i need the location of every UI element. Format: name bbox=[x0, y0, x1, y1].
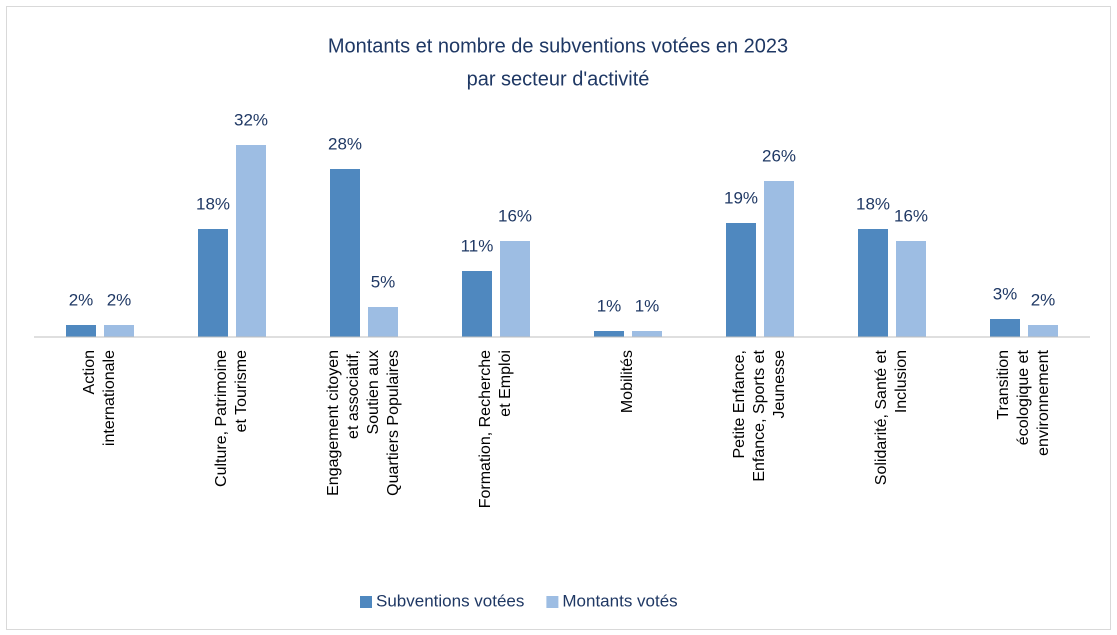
legend-label: Subventions votées bbox=[376, 591, 524, 610]
bar bbox=[858, 229, 888, 337]
x-tick-label: Mobilités bbox=[619, 350, 636, 413]
bar bbox=[896, 241, 926, 337]
data-label: 28% bbox=[328, 134, 362, 153]
data-label: 18% bbox=[856, 194, 890, 213]
bar bbox=[990, 319, 1020, 337]
bar bbox=[462, 271, 492, 337]
x-tick-label: Culture, Patrimoine et Tourisme bbox=[213, 350, 250, 487]
bar bbox=[104, 325, 134, 337]
data-label: 16% bbox=[894, 206, 928, 225]
bar bbox=[1028, 325, 1058, 337]
bar bbox=[594, 331, 624, 337]
legend-swatch bbox=[546, 596, 559, 608]
x-tick-label: Engagement citoyen et associatif, Soutien … bbox=[325, 350, 402, 496]
data-label: 26% bbox=[762, 146, 796, 165]
chart-subtitle: par secteur d'activité bbox=[467, 68, 650, 90]
legend-swatch bbox=[360, 596, 372, 608]
bar bbox=[500, 241, 530, 337]
data-label: 2% bbox=[69, 290, 94, 309]
bar bbox=[330, 169, 360, 337]
data-label: 18% bbox=[196, 194, 230, 213]
data-label: 2% bbox=[1031, 290, 1056, 309]
x-tick-label: Action internationale bbox=[81, 350, 118, 446]
data-label: 2% bbox=[107, 290, 132, 309]
x-tick-label: Solidarité, Santé et Inclusion bbox=[873, 349, 910, 485]
data-label: 16% bbox=[498, 206, 532, 225]
data-label: 19% bbox=[724, 188, 758, 207]
bar bbox=[198, 229, 228, 337]
bar bbox=[764, 181, 794, 337]
x-tick-label: Transition écologique et environnement bbox=[995, 349, 1052, 455]
chart-title: Montants et nombre de subventions votées… bbox=[328, 35, 788, 57]
bar bbox=[726, 223, 756, 337]
chart-frame bbox=[6, 6, 1111, 630]
bar bbox=[236, 145, 266, 337]
x-tick-label: Formation, Recherche et Emploi bbox=[477, 350, 514, 508]
data-label: 3% bbox=[993, 284, 1018, 303]
bar bbox=[632, 331, 662, 337]
data-label: 1% bbox=[597, 296, 622, 315]
data-label: 11% bbox=[461, 236, 494, 255]
x-tick-label: Petite Enfance, Enfance, Sports et Jeuness… bbox=[731, 349, 788, 481]
bar bbox=[368, 307, 398, 337]
data-label: 5% bbox=[371, 272, 396, 291]
bar bbox=[66, 325, 96, 337]
data-label: 32% bbox=[234, 110, 268, 129]
data-label: 1% bbox=[635, 296, 660, 315]
legend-label: Montants votés bbox=[562, 591, 677, 610]
